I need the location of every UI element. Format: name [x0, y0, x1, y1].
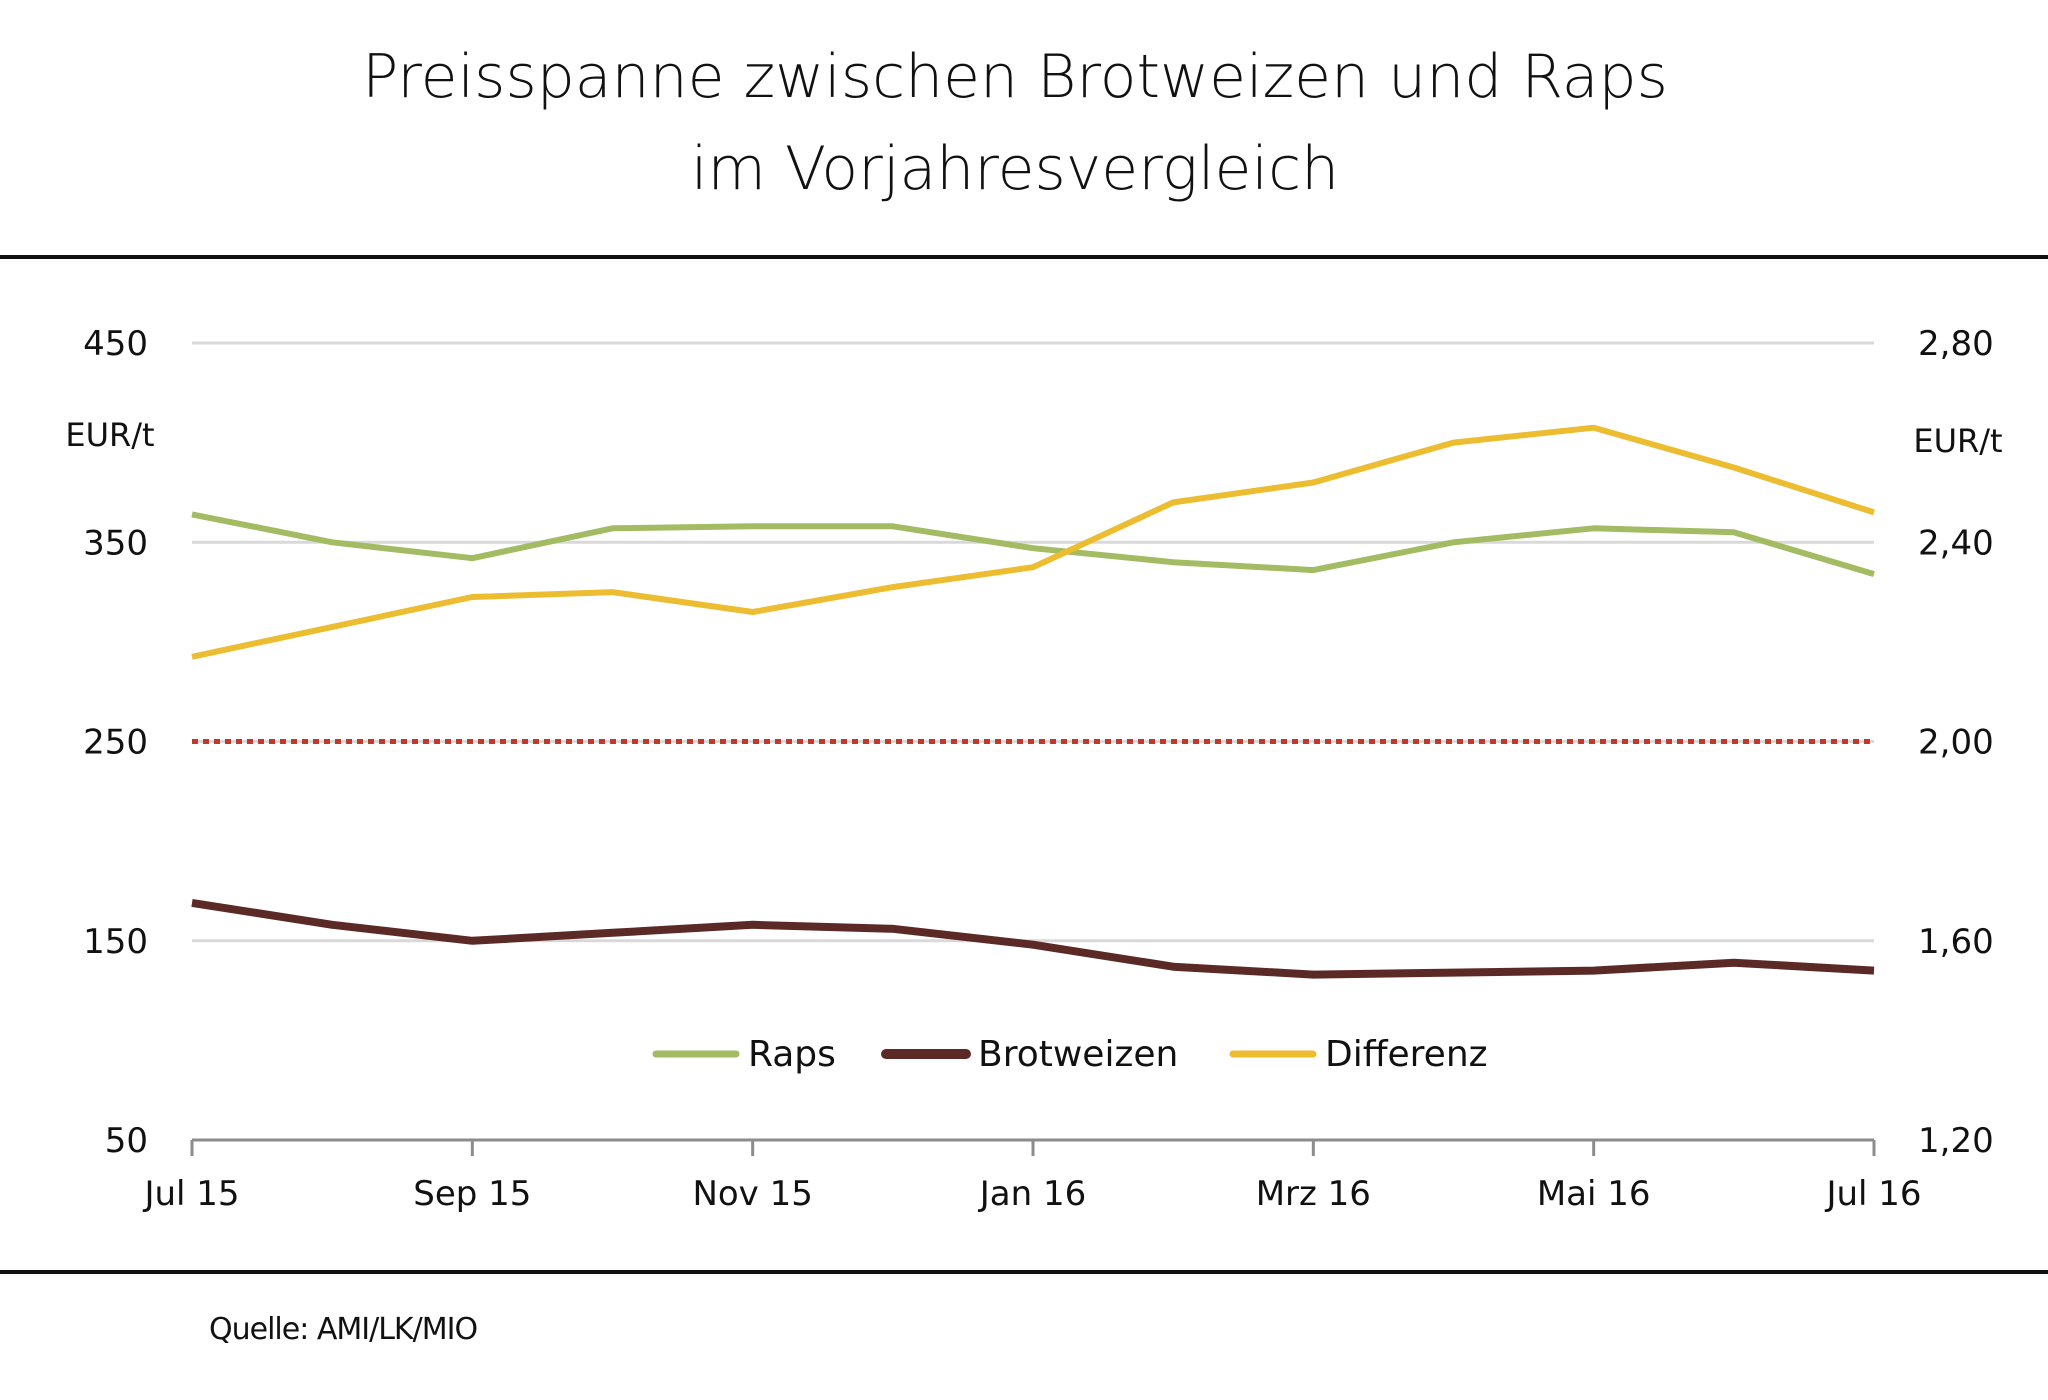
y-tick-label-left: 150	[83, 922, 148, 962]
top-divider	[0, 255, 2048, 259]
series-lines	[191, 424, 1875, 979]
x-tick-label: Nov 15	[692, 1174, 812, 1214]
chart-title-line-1: Preisspanne zwischen Brotweizen und Raps	[362, 42, 1668, 112]
series-line-brotweizen	[191, 898, 1875, 979]
y-tick-label-right: 2,00	[1918, 723, 1994, 763]
x-tick-label: Jul 16	[1824, 1174, 1921, 1214]
y-tick-label-left: 350	[83, 523, 148, 563]
y-axis-label-right: EUR/t	[1913, 422, 2002, 460]
chart-title-line-2: im Vorjahresvergleich	[690, 134, 1340, 204]
y-tick-label-left: 250	[83, 723, 148, 763]
y-tick-label-right: 2,80	[1918, 324, 1994, 364]
x-tick-label: Mai 16	[1537, 1174, 1651, 1214]
y-tick-label-right: 1,60	[1918, 922, 1994, 962]
y-tick-label-left: 50	[105, 1121, 148, 1161]
x-tick-label: Mrz 16	[1256, 1174, 1371, 1214]
y-tick-label-right: 1,20	[1918, 1121, 1994, 1161]
axes	[190, 1138, 1876, 1156]
y-tick-label-right: 2,40	[1918, 523, 1994, 563]
y-tick-label-left: 450	[83, 324, 148, 364]
x-tick-label: Jul 15	[142, 1174, 239, 1214]
y-axis-label-left: EUR/t	[65, 416, 154, 454]
source-note: Quelle: AMI/LK/MIO	[209, 1312, 478, 1347]
legend-label-brotweizen: Brotweizen	[978, 1034, 1178, 1075]
legend-label-differenz: Differenz	[1325, 1034, 1488, 1075]
x-tick-label: Jan 16	[978, 1174, 1086, 1214]
tick-labels: 450 2,80 350 2,40 250 2,00 150 1,60 50 1,20 EUR/t E…	[65, 324, 2002, 1214]
legend: Raps Brotweizen Differenz	[652, 1034, 1488, 1075]
bottom-divider	[0, 1270, 2048, 1274]
legend-label-raps: Raps	[748, 1034, 836, 1075]
x-tick-label: Sep 15	[413, 1174, 531, 1214]
